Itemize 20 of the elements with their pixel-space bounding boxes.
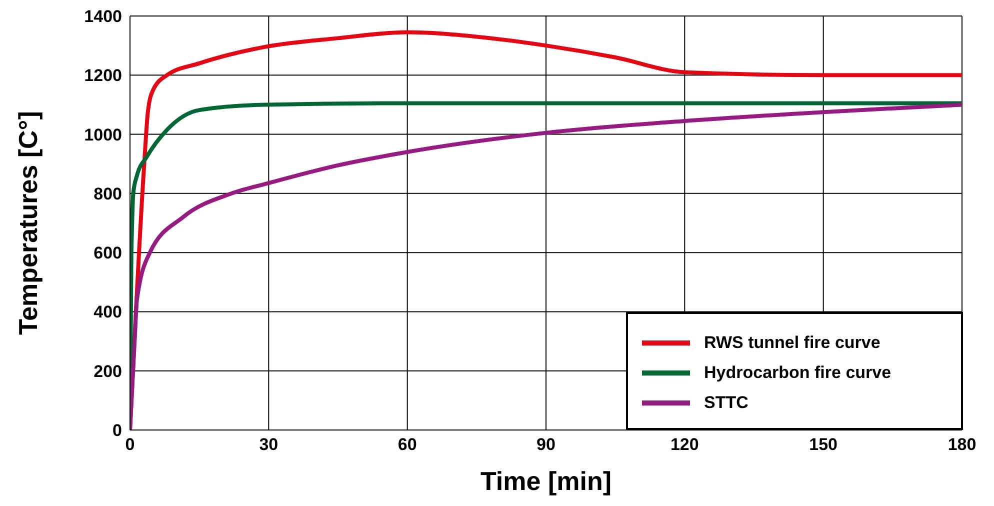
x-tick-label: 60 <box>398 435 417 454</box>
legend-label: RWS tunnel fire curve <box>704 333 880 353</box>
y-tick-label: 800 <box>94 184 122 204</box>
y-tick-label: 1000 <box>84 125 122 144</box>
x-tick-label: 180 <box>948 435 976 454</box>
x-tick-label: 150 <box>809 435 838 454</box>
y-tick-label: 400 <box>94 302 122 322</box>
x-axis-title: Time [min] <box>480 466 612 496</box>
legend-label: Hydrocarbon fire curve <box>704 363 892 383</box>
x-tick-label: 120 <box>670 435 699 454</box>
x-tick-label: 90 <box>536 435 556 454</box>
y-axis-title: Temperatures [C°] <box>13 111 44 335</box>
y-tick-label: 1200 <box>84 66 122 86</box>
x-tick-label: 30 <box>259 435 278 454</box>
y-tick-label: 0 <box>112 421 122 440</box>
y-tick-label: 1400 <box>84 7 122 26</box>
x-tick-label: 0 <box>125 435 135 454</box>
y-tick-label: 600 <box>94 244 122 263</box>
y-tick-label: 200 <box>94 362 122 381</box>
legend-label: STTC <box>704 393 748 413</box>
